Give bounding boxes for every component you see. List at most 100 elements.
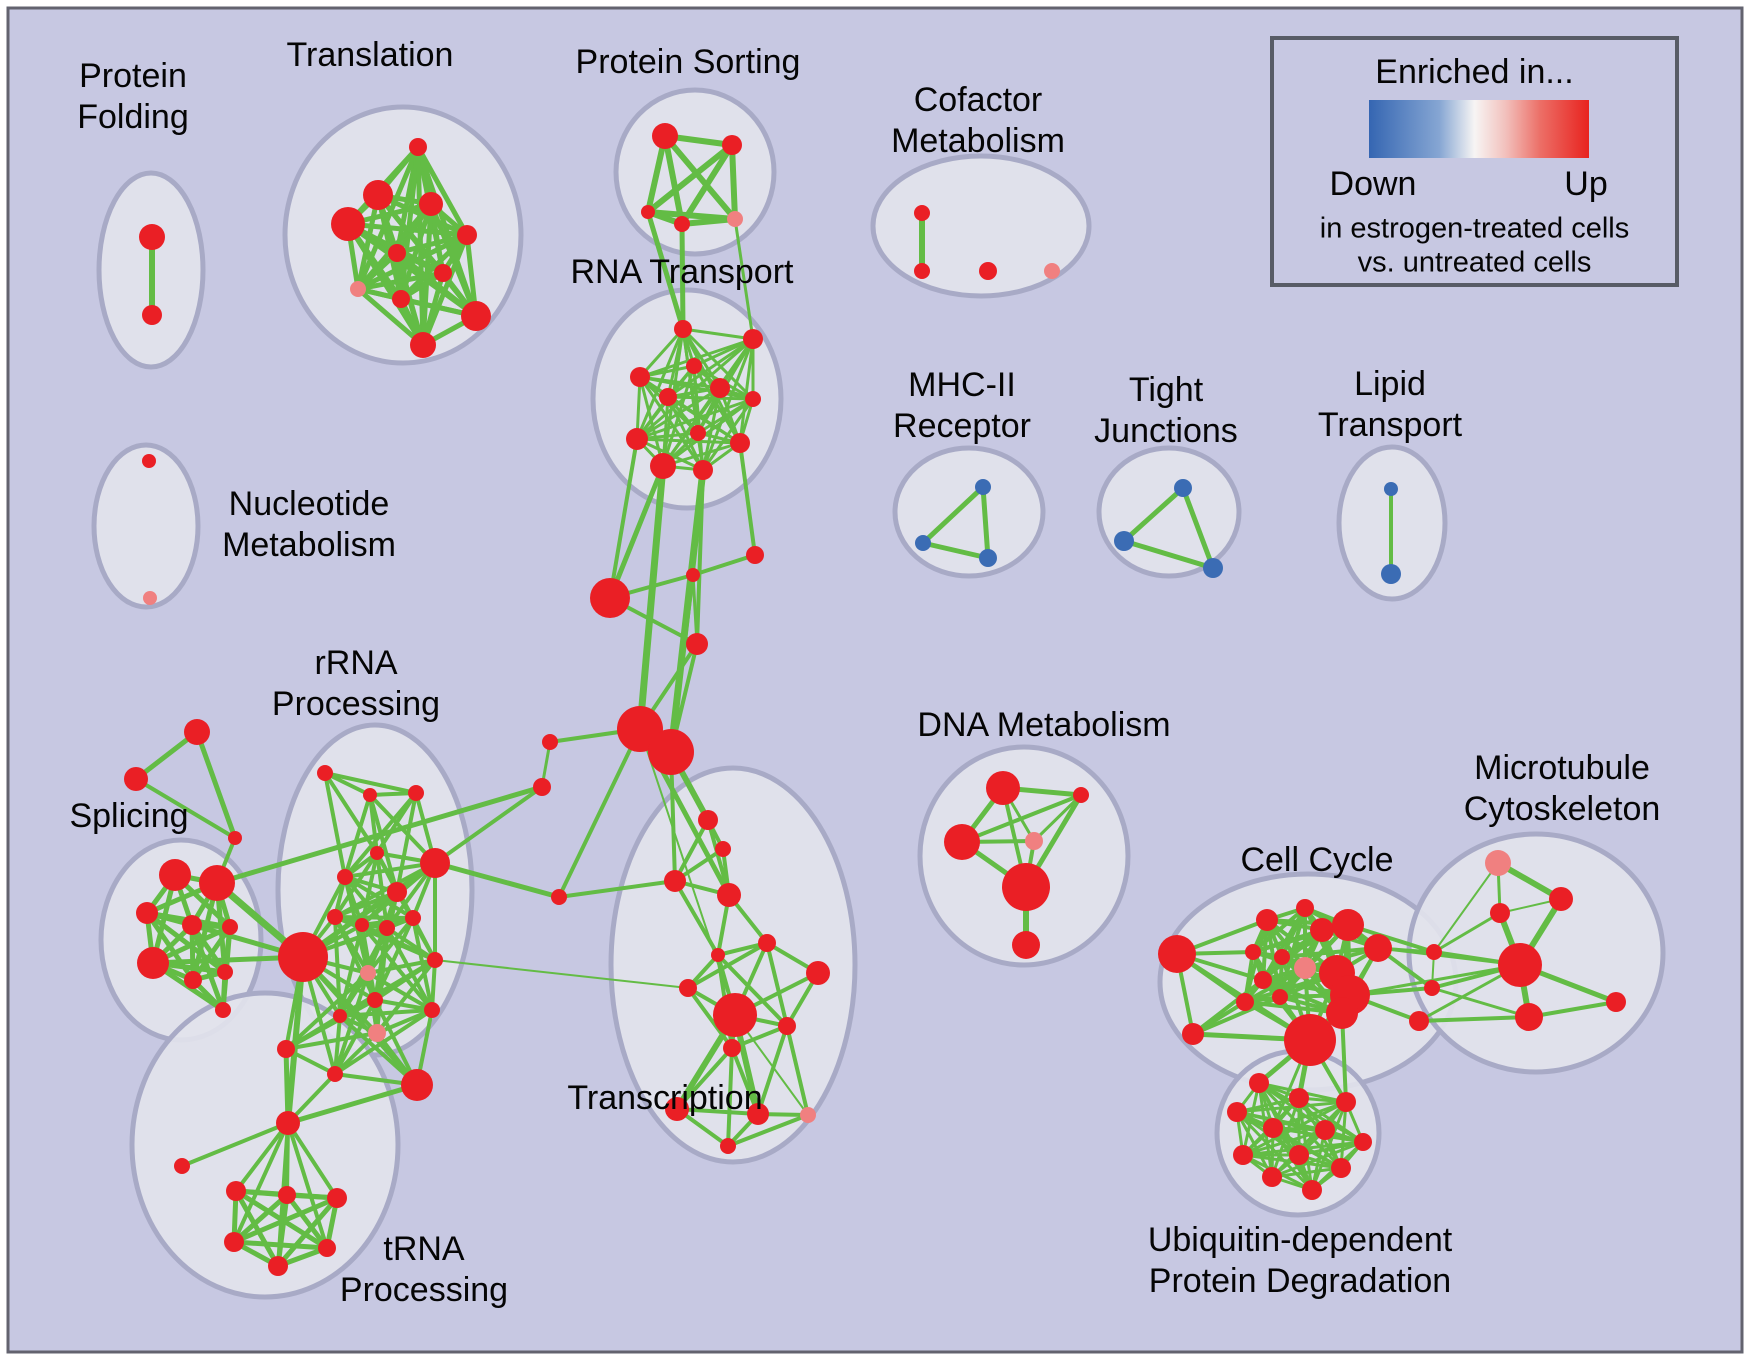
edge-rna_transport <box>701 397 755 472</box>
gene-set-node-red <box>1332 909 1364 941</box>
gene-set-node-red <box>370 846 384 860</box>
gene-set-node-red <box>1310 918 1334 942</box>
edge-protein_sorting <box>679 216 738 227</box>
gene-set-node-red <box>1331 1158 1351 1178</box>
edge-cross <box>667 466 707 756</box>
edge-rrna_processing <box>385 926 437 962</box>
edge-cross <box>1348 963 1522 997</box>
gene-set-node-red <box>659 388 677 406</box>
gene-set-node-red <box>914 205 930 221</box>
edge-cross <box>301 955 419 1087</box>
gene-set-node-red <box>228 831 242 845</box>
gene-set-node-red <box>1227 1102 1247 1122</box>
edge-dna_metabolism <box>960 793 1083 844</box>
edge-cross <box>214 784 545 886</box>
gene-set-node-red <box>664 870 686 892</box>
edge-rna_transport <box>701 337 755 472</box>
gene-set-node-red <box>461 301 491 331</box>
gene-set-node-red <box>723 1039 741 1057</box>
gene-set-node-red <box>420 848 450 878</box>
gene-set-node-red <box>317 765 333 781</box>
edge-rna_transport <box>635 397 755 441</box>
legend-subtitle-line2: vs. untreated cells <box>1358 247 1592 279</box>
legend: Enriched in... Down Up in estrogen-treated … <box>1270 36 1679 287</box>
edge-transcription <box>686 986 734 1050</box>
gene-set-node-red <box>715 841 731 857</box>
gene-set-node-pink <box>800 1107 816 1123</box>
edge-transcription <box>726 1113 810 1148</box>
cluster-label-nucleotide_metabolism-line0: Nucleotide <box>229 485 390 523</box>
edge-cross <box>283 1046 291 1126</box>
gene-set-node-red <box>1158 935 1196 973</box>
cluster-label-rrna_processing-line1: Processing <box>272 685 440 723</box>
edge-tight_junctions <box>1121 538 1216 571</box>
gene-set-node-red <box>1326 997 1358 1029</box>
gene-set-node-blue <box>1114 531 1134 551</box>
gene-set-node-red <box>363 788 377 802</box>
edge-microtubule_cytoskeleton <box>1527 1000 1618 1019</box>
cluster-label-mhc_ii_receptor-line0: MHC-II <box>908 366 1016 404</box>
gene-set-node-red <box>222 919 238 935</box>
gene-set-node-red <box>641 205 655 219</box>
cluster-label-rna_transport-line0: RNA Transport <box>571 253 795 291</box>
legend-box <box>1270 36 1679 287</box>
gene-set-node-red <box>679 979 697 997</box>
gene-set-node-pink <box>727 211 743 227</box>
gene-set-node-red <box>331 207 365 241</box>
gene-set-node-red <box>674 320 692 338</box>
gene-set-node-red <box>648 729 694 775</box>
edge-cross <box>608 437 639 600</box>
gene-set-node-red <box>1606 992 1626 1012</box>
gene-set-node-red <box>713 993 757 1037</box>
gene-set-node-blue <box>1381 564 1401 584</box>
gene-set-node-pink <box>368 1024 386 1042</box>
edge-rrna_processing <box>366 916 415 975</box>
edge-rna_transport <box>661 441 742 468</box>
gene-set-node-red <box>720 1138 736 1154</box>
edge-rna_transport <box>666 395 755 401</box>
edge-trna_processing <box>286 1121 339 1200</box>
gene-set-node-red <box>806 961 830 985</box>
gene-set-node-red <box>199 865 235 901</box>
gene-set-node-red <box>1426 944 1442 960</box>
edge-ubiquitin_degradation <box>1235 1100 1348 1114</box>
gene-set-node-red <box>1012 931 1040 959</box>
edge-trna_processing <box>180 1121 290 1168</box>
edge-rna_transport <box>638 375 705 472</box>
cluster-label-splicing-line0: Splicing <box>69 797 188 835</box>
edge-rna_transport <box>638 327 685 379</box>
gene-set-node-red <box>542 734 558 750</box>
gene-set-node-red <box>217 964 233 980</box>
gene-set-node-red <box>174 1158 190 1174</box>
edge-mhc_ii_receptor <box>920 540 991 561</box>
edge-rna_transport <box>666 337 755 399</box>
edge-rrna_processing <box>395 791 418 894</box>
cluster-ellipse-trna_processing <box>129 990 401 1300</box>
edge-cross <box>636 462 667 733</box>
legend-gradient-bar <box>1369 100 1589 158</box>
gene-set-node-red <box>379 920 395 936</box>
edge-cross <box>1376 946 1522 967</box>
gene-set-node-red <box>1263 1118 1283 1138</box>
edge-rna_transport <box>692 337 755 368</box>
edge-transcription <box>765 941 789 1028</box>
gene-set-node-red <box>277 1040 295 1058</box>
cluster-label-transcription-line0: Transcription <box>567 1079 762 1117</box>
edge-rrna_processing <box>323 771 418 795</box>
gene-set-node-red <box>419 192 443 216</box>
gene-set-node-red <box>424 1002 440 1018</box>
cluster-label-nucleotide_metabolism-line1: Metabolism <box>222 526 396 564</box>
gene-set-node-red <box>665 1097 689 1121</box>
edge-trna_processing <box>275 1195 340 1269</box>
edge-trna_processing <box>286 1121 329 1250</box>
gene-set-node-red <box>408 785 424 801</box>
gene-set-node-red <box>533 778 551 796</box>
gene-set-node-red <box>710 378 730 398</box>
gene-set-node-red <box>318 1239 336 1257</box>
legend-title: Enriched in... <box>1375 53 1573 91</box>
edge-rna_transport <box>635 327 685 441</box>
edge-cross <box>432 860 562 900</box>
gene-set-node-red <box>1364 934 1392 962</box>
gene-set-node-red <box>136 902 158 924</box>
edge-rna_transport <box>635 437 705 472</box>
